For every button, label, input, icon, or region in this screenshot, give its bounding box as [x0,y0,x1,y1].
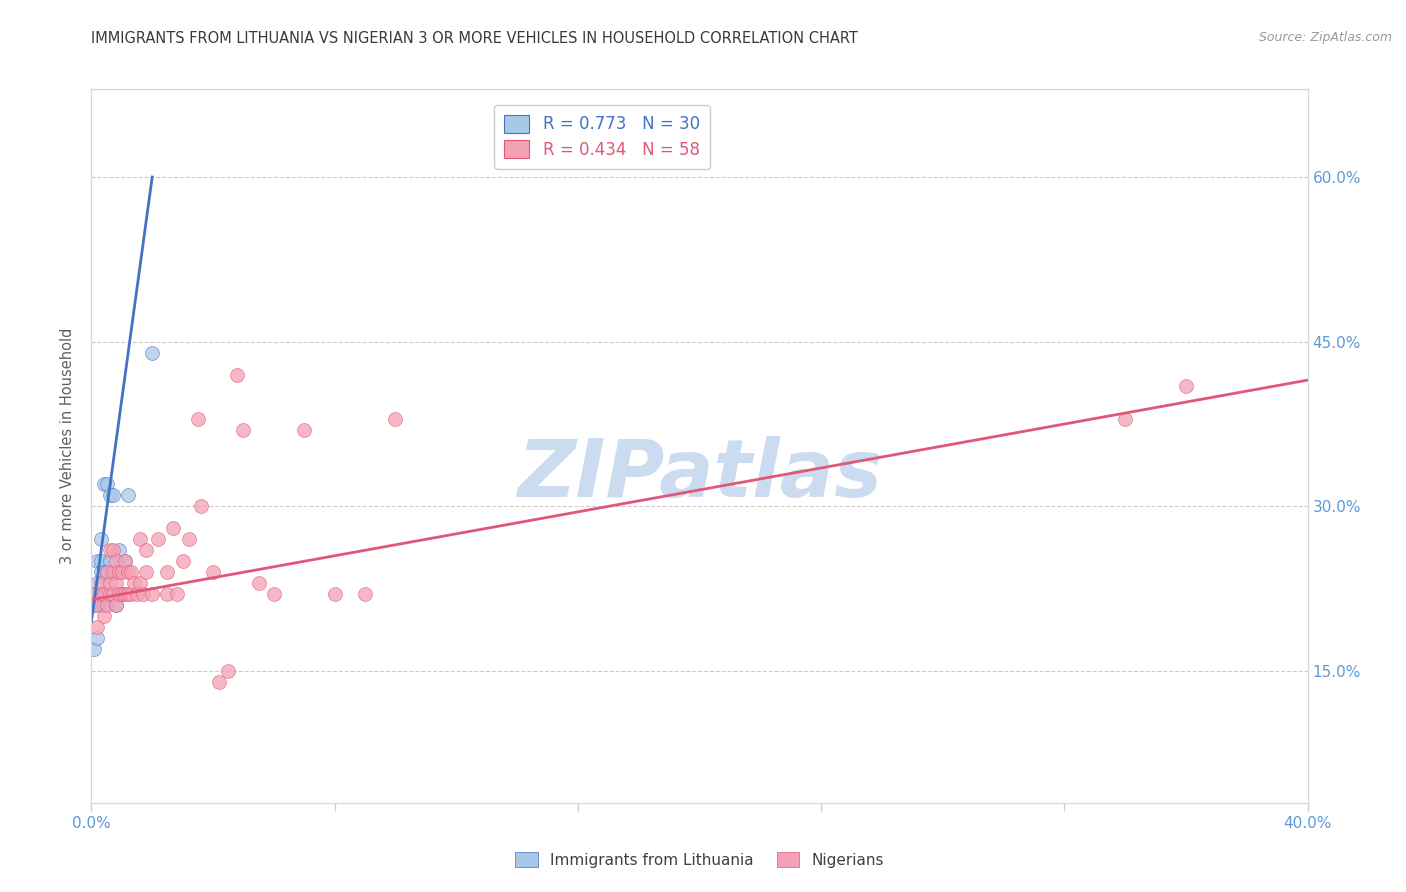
Point [104,598,127,612]
Point [104,598,127,612]
Point [98,554,121,568]
Point [384,411,406,425]
Point [125,587,148,601]
Point [141,587,163,601]
Point [114,554,136,568]
Point [190,500,212,514]
Point [98,543,121,558]
Point [101,566,124,580]
Point [292,423,315,437]
Point [247,576,270,591]
Point [98,587,121,601]
Point [107,543,129,558]
Point [93,566,115,580]
Point [120,587,142,601]
Point [111,587,134,601]
Point [177,533,200,547]
Point [104,554,127,568]
Point [86,620,108,634]
Point [122,576,145,591]
Point [98,576,121,591]
Point [117,488,139,502]
Point [114,587,136,601]
Point [263,587,285,601]
Point [101,543,124,558]
Point [86,598,108,612]
Point [226,368,249,382]
Point [141,345,163,359]
Point [187,411,209,425]
Y-axis label: 3 or more Vehicles in Household: 3 or more Vehicles in Household [60,328,76,564]
Point [101,587,124,601]
Point [93,598,115,612]
Point [111,587,134,601]
Point [101,488,124,502]
Point [117,587,139,601]
Point [232,423,254,437]
Text: Source: ZipAtlas.com: Source: ZipAtlas.com [1258,31,1392,45]
Point [208,675,231,690]
Point [120,566,142,580]
Point [89,587,111,601]
Point [83,587,105,601]
Point [89,554,111,568]
Point [96,566,118,580]
Point [107,566,129,580]
Point [129,576,152,591]
Point [96,477,118,491]
Point [93,587,115,601]
Point [323,587,346,601]
Point [166,587,188,601]
Point [156,566,179,580]
Point [172,554,194,568]
Point [89,598,111,612]
Point [86,554,108,568]
Point [89,576,111,591]
Point [1114,411,1136,425]
Point [96,566,118,580]
Point [202,566,225,580]
Point [86,631,108,645]
Point [156,587,179,601]
Point [96,598,118,612]
Point [89,566,111,580]
Point [135,543,157,558]
Point [93,609,115,624]
Point [104,566,127,580]
Point [132,587,155,601]
Point [86,587,108,601]
Point [89,587,111,601]
Point [114,554,136,568]
Point [83,587,105,601]
Point [107,587,129,601]
Point [117,566,139,580]
Point [162,521,184,535]
Text: IMMIGRANTS FROM LITHUANIA VS NIGERIAN 3 OR MORE VEHICLES IN HOUSEHOLD CORRELATIO: IMMIGRANTS FROM LITHUANIA VS NIGERIAN 3 … [91,31,858,46]
Text: ZIPatlas: ZIPatlas [517,435,882,514]
Point [96,587,118,601]
Point [135,566,157,580]
Point [89,533,111,547]
Legend: Immigrants from Lithuania, Nigerians: Immigrants from Lithuania, Nigerians [509,846,890,873]
Point [83,642,105,657]
Point [101,587,124,601]
Point [98,488,121,502]
Point [83,598,105,612]
Point [111,566,134,580]
Point [148,533,170,547]
Point [354,587,377,601]
Point [217,664,239,678]
Point [93,477,115,491]
Point [86,576,108,591]
Point [1174,378,1197,392]
Point [129,533,152,547]
Point [93,587,115,601]
Point [104,576,127,591]
